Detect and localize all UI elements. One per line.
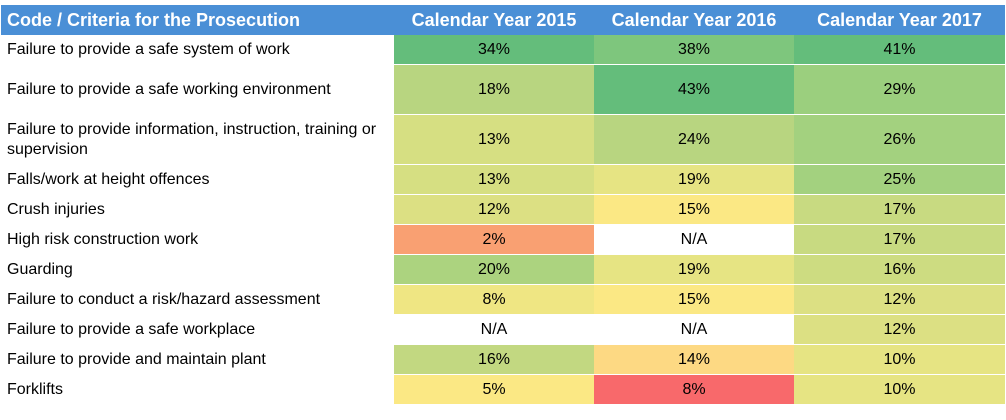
value-cell: 24% [594,114,794,165]
header-year-2017: Calendar Year 2017 [794,5,1005,35]
row-label: Failure to provide a safe working enviro… [1,64,394,115]
value-cell: N/A [394,314,594,345]
value-cell: N/A [594,314,794,345]
value-cell: 20% [394,254,594,285]
row-label: Failure to provide a safe system of work [1,35,394,65]
row-label: Failure to provide and maintain plant [1,344,394,375]
value-cell: 43% [594,64,794,115]
value-cell: 41% [794,35,1005,65]
header-year-2016: Calendar Year 2016 [594,5,794,35]
header-year-2015: Calendar Year 2015 [394,5,594,35]
table-row: Crush injuries 12% 15% 17% [1,194,1005,225]
value-cell: 38% [594,35,794,65]
row-label: High risk construction work [1,224,394,255]
value-cell: 16% [394,344,594,375]
value-cell: 2% [394,224,594,255]
value-cell: 34% [394,35,594,65]
table-row: Failure to provide information, instruct… [1,114,1005,165]
value-cell: 10% [794,374,1005,405]
value-cell: 26% [794,114,1005,165]
value-cell: 8% [594,374,794,405]
table-row: Guarding 20% 19% 16% [1,254,1005,285]
table-row: Failure to provide a safe system of work… [1,35,1005,65]
value-cell: 18% [394,64,594,115]
value-cell: 12% [794,284,1005,315]
row-label: Crush injuries [1,194,394,225]
value-cell: N/A [594,224,794,255]
value-cell: 19% [594,254,794,285]
value-cell: 14% [594,344,794,375]
value-cell: 29% [794,64,1005,115]
header-row: Code / Criteria for the Prosecution Cale… [1,5,1005,35]
row-label: Failure to conduct a risk/hazard assessm… [1,284,394,315]
row-label: Forklifts [1,374,394,405]
value-cell: 8% [394,284,594,315]
table-row: Falls/work at height offences 13% 19% 25% [1,164,1005,195]
table-row: Failure to provide a safe working enviro… [1,64,1005,115]
row-label: Guarding [1,254,394,285]
value-cell: 15% [594,194,794,225]
table-row: High risk construction work 2% N/A 17% [1,224,1005,255]
table-row: Failure to conduct a risk/hazard assessm… [1,284,1005,315]
value-cell: 10% [794,344,1005,375]
value-cell: 17% [794,224,1005,255]
header-criteria: Code / Criteria for the Prosecution [1,5,394,35]
prosecution-criteria-table: Code / Criteria for the Prosecution Cale… [1,5,1005,405]
row-label: Failure to provide a safe workplace [1,314,394,345]
value-cell: 25% [794,164,1005,195]
table-row: Forklifts 5% 8% 10% [1,374,1005,405]
value-cell: 13% [394,114,594,165]
value-cell: 12% [794,314,1005,345]
value-cell: 15% [594,284,794,315]
table-row: Failure to provide and maintain plant 16%… [1,344,1005,375]
row-label: Falls/work at height offences [1,164,394,195]
value-cell: 13% [394,164,594,195]
table-row: Failure to provide a safe workplace N/A N/… [1,314,1005,345]
value-cell: 5% [394,374,594,405]
value-cell: 19% [594,164,794,195]
value-cell: 16% [794,254,1005,285]
value-cell: 17% [794,194,1005,225]
row-label: Failure to provide information, instruct… [1,114,394,165]
value-cell: 12% [394,194,594,225]
